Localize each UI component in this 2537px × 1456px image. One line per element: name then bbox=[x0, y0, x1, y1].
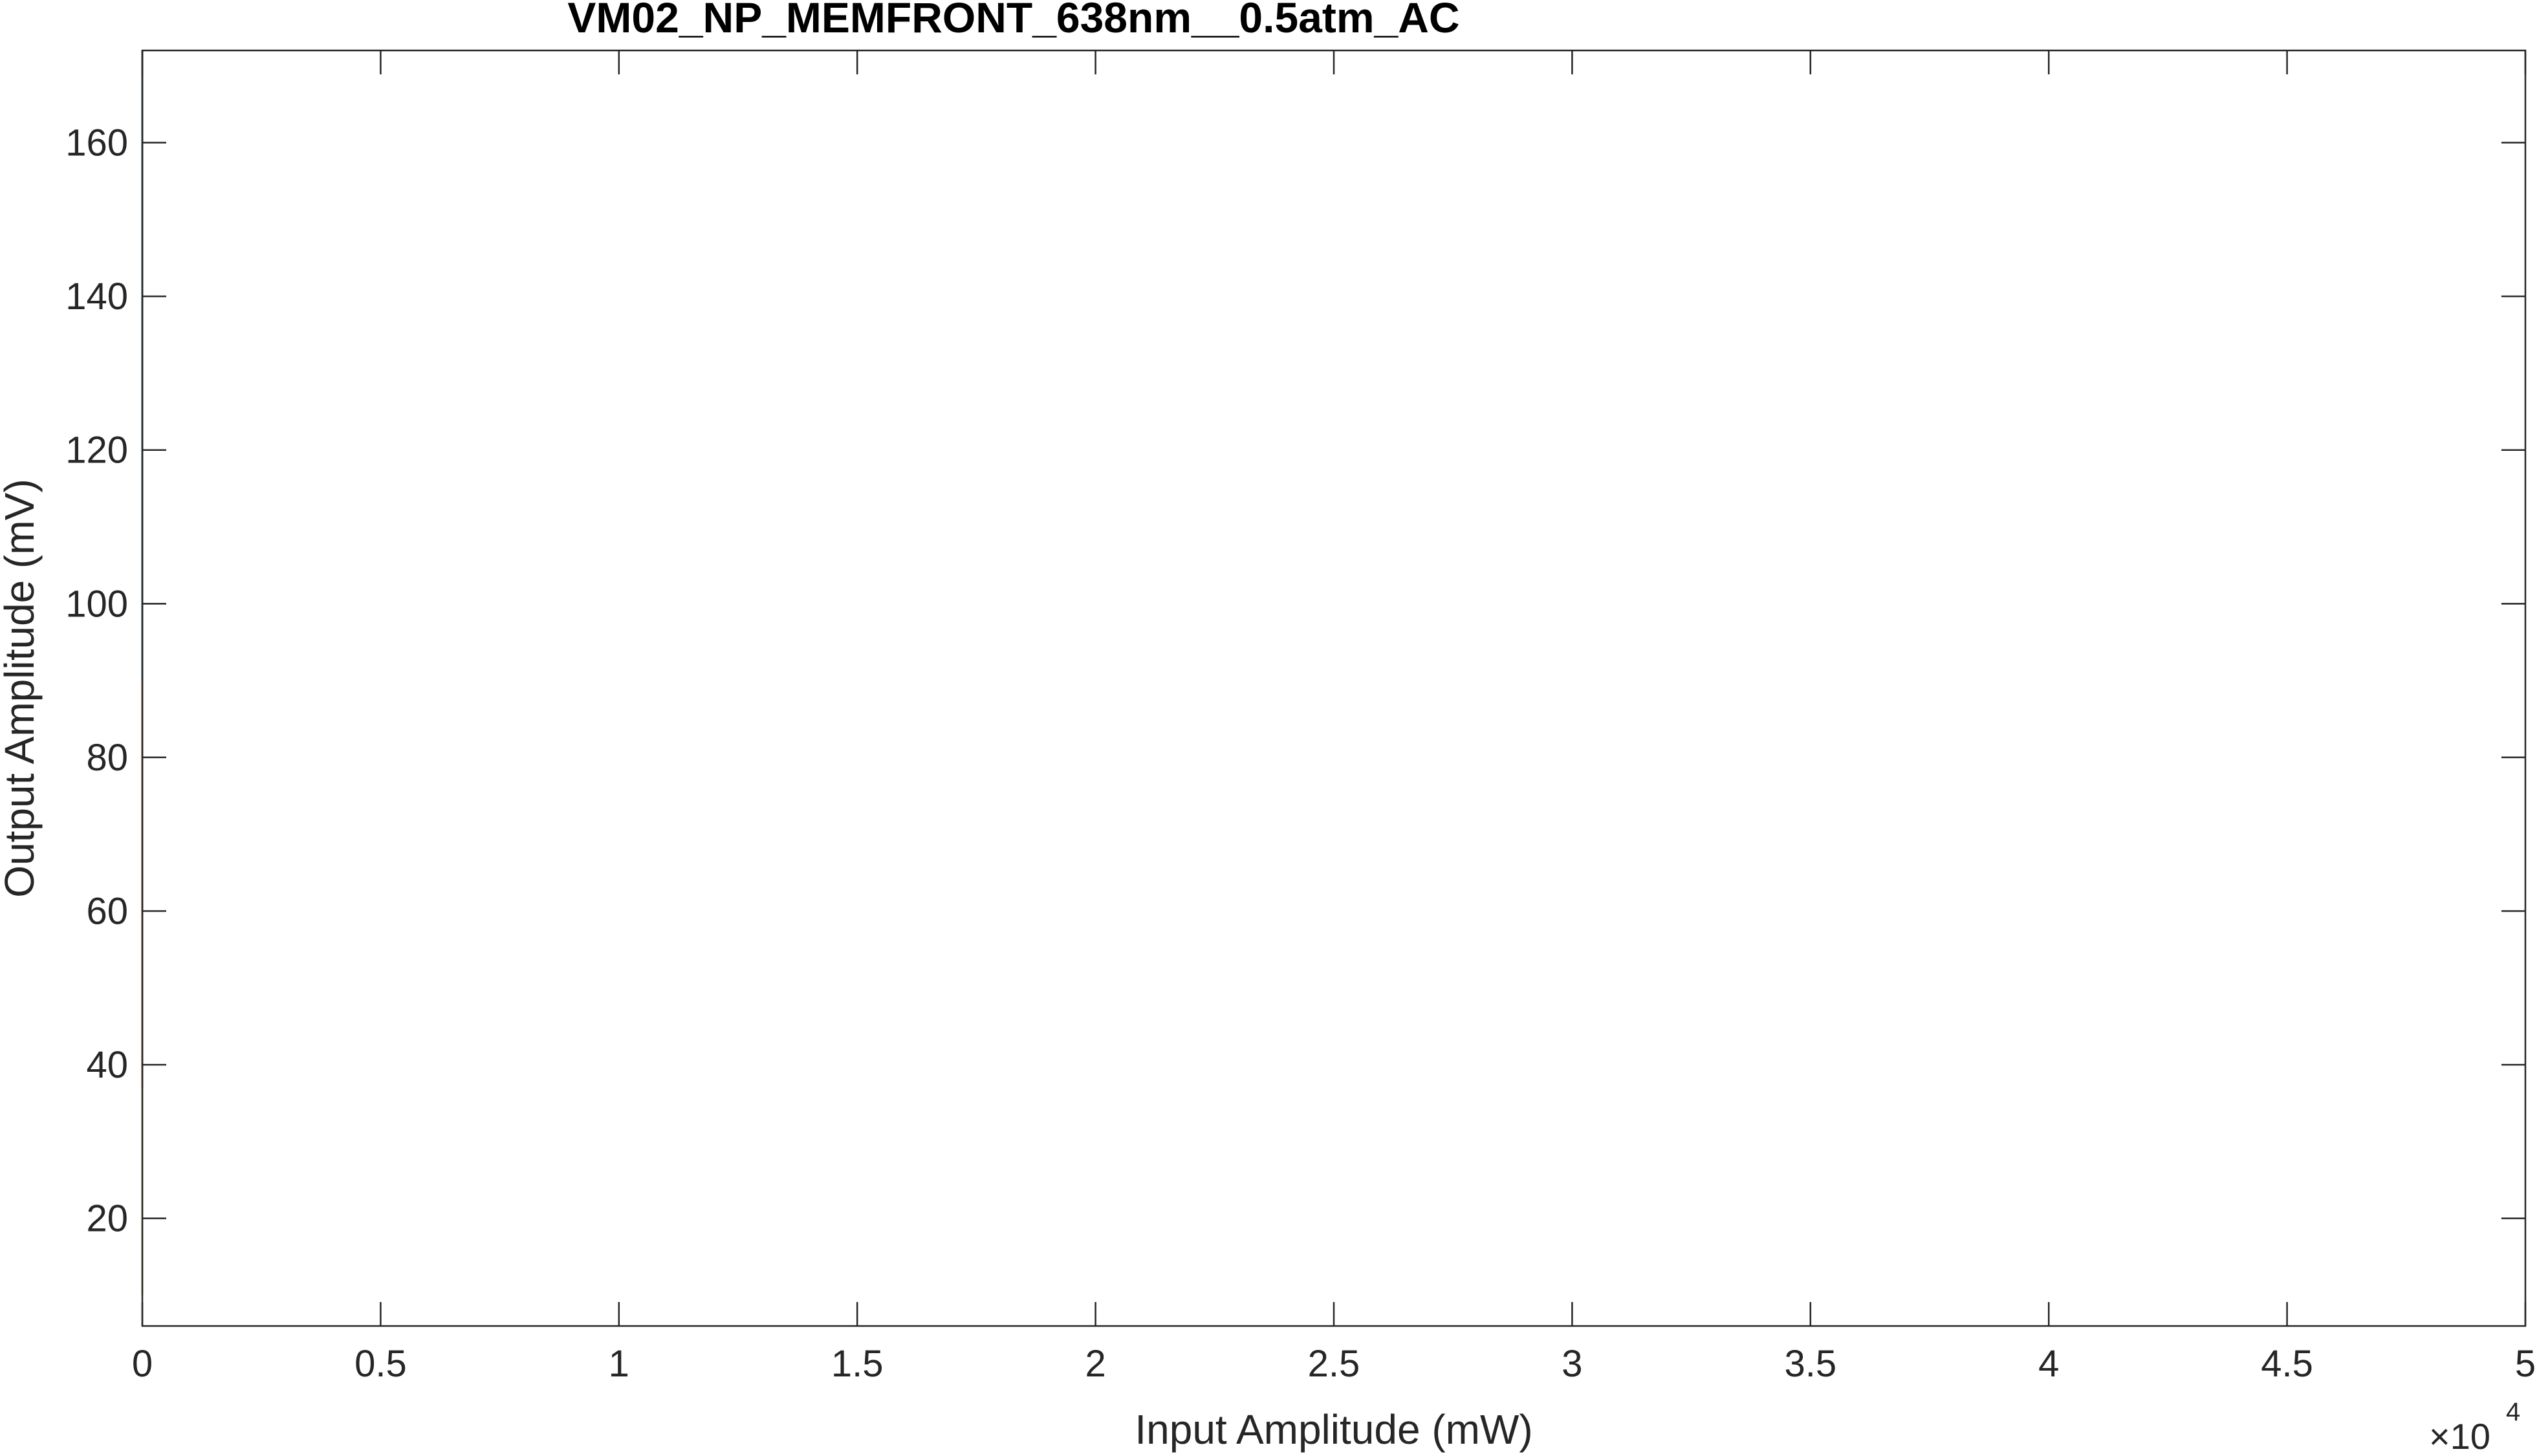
x-tick-label: 0.5 bbox=[354, 1343, 407, 1385]
y-tick-label: 80 bbox=[86, 737, 128, 779]
x-tick-label: 2.5 bbox=[1308, 1343, 1360, 1385]
y-tick-label: 160 bbox=[65, 122, 128, 164]
x-tick-label: 4.5 bbox=[2261, 1343, 2313, 1385]
y-tick-label: 20 bbox=[86, 1198, 128, 1240]
y-tick-label: 120 bbox=[65, 429, 128, 472]
axes-box bbox=[141, 49, 2527, 1327]
y-axis-ticks: 20 40 60 80 100 120 140 160 bbox=[65, 122, 2525, 1240]
x-tick-label: 2 bbox=[1085, 1343, 1105, 1385]
y-tick-label: 140 bbox=[65, 276, 128, 318]
x-tick-label: 4 bbox=[2038, 1343, 2059, 1385]
x-axis-ticks: 0 0.5 1 1.5 2 2.5 3 3.5 4 4.5 5 bbox=[132, 50, 2536, 1385]
x-tick-label: 5 bbox=[2515, 1343, 2536, 1385]
x-tick-label: 3.5 bbox=[1784, 1343, 1836, 1385]
x-tick-label: 1 bbox=[609, 1343, 629, 1385]
y-tick-label: 100 bbox=[65, 583, 128, 625]
x-exponent-label: ×10 4 bbox=[2429, 1398, 2520, 1456]
x-exponent-power: 4 bbox=[2506, 1398, 2520, 1426]
y-axis-label: Output Amplitude (mV) bbox=[0, 479, 43, 897]
x-axis-label: Input Amplitude (mW) bbox=[1135, 1406, 1532, 1453]
x-tick-label: 3 bbox=[1562, 1343, 1582, 1385]
x-exponent-base: ×10 bbox=[2429, 1416, 2490, 1456]
chart-title: VM02_NP_MEMFRONT_638nm__0.5atm_AC bbox=[567, 0, 1459, 41]
y-tick-label: 40 bbox=[86, 1044, 128, 1086]
x-tick-label: 0 bbox=[132, 1343, 153, 1385]
y-tick-label: 60 bbox=[86, 891, 128, 933]
x-tick-label: 1.5 bbox=[831, 1343, 884, 1385]
